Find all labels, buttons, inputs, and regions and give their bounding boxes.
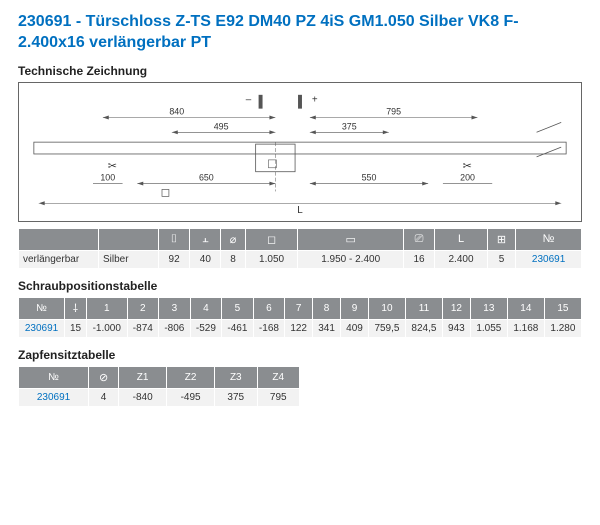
pin-v4: 795: [257, 388, 300, 406]
pin-h-no: №: [19, 366, 89, 388]
pin-v3: 375: [215, 388, 257, 406]
spec-v1: 92: [159, 250, 190, 268]
screw-h-14: 14: [507, 297, 544, 319]
screw-h-9: 9: [341, 297, 369, 319]
svg-text:+: +: [312, 94, 318, 105]
svg-text:550: 550: [362, 172, 377, 182]
svg-text:795: 795: [386, 106, 401, 116]
spec-h-icon5: ▭: [298, 228, 403, 250]
screw-h-4: 4: [190, 297, 222, 319]
pin-h-z3: Z3: [215, 366, 257, 388]
spec-v3: 8: [221, 250, 245, 268]
screw-v1: -1.000: [86, 319, 127, 337]
svg-text:375: 375: [342, 121, 357, 131]
spec-v7: 2.400: [435, 250, 488, 268]
spec-h-icon2: ⫠: [190, 228, 221, 250]
pin-link[interactable]: 230691: [19, 388, 89, 406]
svg-text:100: 100: [100, 172, 115, 182]
screw-row: 230691 15 -1.000 -874 -806 -529 -461 -16…: [19, 319, 582, 337]
screw-h-1: 1: [86, 297, 127, 319]
pin-h-z2: Z2: [167, 366, 215, 388]
spec-h-blank1: [19, 228, 99, 250]
screw-v12: 943: [442, 319, 470, 337]
technical-drawing: – + 840 795 495 375 650 550 ✂ 100 ✂: [18, 82, 582, 222]
pin-h-z4: Z4: [257, 366, 300, 388]
spec-color: Silber: [99, 250, 159, 268]
section-drawing-title: Technische Zeichnung: [18, 64, 582, 78]
svg-text:✂: ✂: [463, 160, 472, 172]
screw-v11: 824,5: [405, 319, 442, 337]
pin-v2: -495: [167, 388, 215, 406]
screw-h-13: 13: [470, 297, 507, 319]
screw-h-5: 5: [222, 297, 254, 319]
pin-h-z1: Z1: [119, 366, 167, 388]
screw-v9: 409: [341, 319, 369, 337]
spec-h-icon8: ⊞: [487, 228, 515, 250]
spec-link[interactable]: 230691: [516, 250, 582, 268]
svg-text:L: L: [297, 205, 303, 216]
pin-row: 230691 4 -840 -495 375 795: [19, 388, 300, 406]
screw-h-12: 12: [442, 297, 470, 319]
spec-row: verlängerbar Silber 92 40 8 1.050 1.950 …: [19, 250, 582, 268]
svg-text:–: –: [246, 94, 252, 105]
screw-h-6: 6: [253, 297, 285, 319]
spec-h-blank2: [99, 228, 159, 250]
screw-v6: -168: [253, 319, 285, 337]
pin-h-icon: ⊘: [89, 366, 119, 388]
spec-v2: 40: [190, 250, 221, 268]
screw-v2: -874: [127, 319, 159, 337]
screw-h-11: 11: [405, 297, 442, 319]
screw-v7: 122: [285, 319, 313, 337]
spec-header-row: ⌷ ⫠ ⌀ ◻ ▭ ⎚ L ⊞ №: [19, 228, 582, 250]
spec-h-icon4: ◻: [245, 228, 298, 250]
screw-h-7: 7: [285, 297, 313, 319]
screw-v14: 1.168: [507, 319, 544, 337]
spec-extend: verlängerbar: [19, 250, 99, 268]
screw-v15: 1.280: [544, 319, 581, 337]
spec-h-icon7: L: [435, 228, 488, 250]
screw-h-10: 10: [368, 297, 405, 319]
screw-v8: 341: [313, 319, 341, 337]
screw-count: 15: [65, 319, 87, 337]
screw-v5: -461: [222, 319, 254, 337]
screw-v4: -529: [190, 319, 222, 337]
screw-h-3: 3: [159, 297, 191, 319]
screw-table: № ⸸ 1 2 3 4 5 6 7 8 9 10 11 12 13 14 15 …: [18, 297, 582, 338]
screw-h-15: 15: [544, 297, 581, 319]
pin-v1: -840: [119, 388, 167, 406]
spec-v5: 1.950 - 2.400: [298, 250, 403, 268]
svg-text:200: 200: [460, 172, 475, 182]
svg-text:650: 650: [199, 172, 214, 182]
spec-table: ⌷ ⫠ ⌀ ◻ ▭ ⎚ L ⊞ № verlängerbar Silber 92…: [18, 228, 582, 269]
spec-h-icon6: ⎚: [403, 228, 434, 250]
page-title: 230691 - Türschloss Z-TS E92 DM40 PZ 4iS…: [18, 12, 582, 54]
screw-h-icon: ⸸: [65, 297, 87, 319]
spec-v6: 16: [403, 250, 434, 268]
screw-h-2: 2: [127, 297, 159, 319]
screw-v3: -806: [159, 319, 191, 337]
screw-h-8: 8: [313, 297, 341, 319]
svg-text:✂: ✂: [108, 160, 117, 172]
spec-v8: 5: [487, 250, 515, 268]
pin-count: 4: [89, 388, 119, 406]
screw-header-row: № ⸸ 1 2 3 4 5 6 7 8 9 10 11 12 13 14 15: [19, 297, 582, 319]
svg-text:840: 840: [169, 106, 184, 116]
section-screws-title: Schraubpositionstabelle: [18, 279, 582, 293]
section-pins-title: Zapfensitztabelle: [18, 348, 582, 362]
pin-header-row: № ⊘ Z1 Z2 Z3 Z4: [19, 366, 300, 388]
screw-link[interactable]: 230691: [19, 319, 65, 337]
pin-table: № ⊘ Z1 Z2 Z3 Z4 230691 4 -840 -495 375 7…: [18, 366, 300, 407]
screw-v10: 759,5: [368, 319, 405, 337]
screw-v13: 1.055: [470, 319, 507, 337]
spec-v4: 1.050: [245, 250, 298, 268]
spec-h-icon3: ⌀: [221, 228, 245, 250]
spec-h-no: №: [516, 228, 582, 250]
svg-text:495: 495: [214, 121, 229, 131]
spec-h-icon1: ⌷: [159, 228, 190, 250]
screw-h-no: №: [19, 297, 65, 319]
